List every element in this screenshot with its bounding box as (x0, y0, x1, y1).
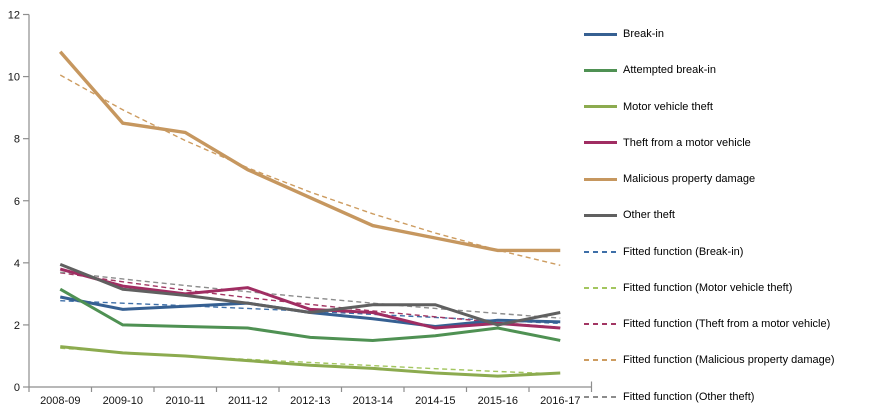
series-line-motor-vehicle-theft (60, 345, 561, 378)
y-tick-label: 4 (14, 258, 20, 270)
series-line-fitted-function-motor-vehicle-theft (60, 347, 561, 375)
x-tick-label: 2015-16 (478, 395, 518, 407)
legend-item-fitted-function-motor-vehicle-theft: Fitted function (Motor vehicle theft) (584, 270, 867, 306)
x-tick-label: 2008-09 (40, 395, 80, 407)
series-line-fitted-function-theft-from-a-motor-vehicle (60, 272, 561, 329)
y-tick-label: 0 (14, 382, 20, 394)
legend-swatch-fitted-function-malicious-property-damage (584, 359, 617, 362)
legend-item-theft-from-a-motor-vehicle: Theft from a motor vehicle (584, 125, 867, 161)
legend-label: Malicious property damage (623, 173, 756, 186)
legend-label: Fitted function (Motor vehicle theft) (623, 281, 793, 294)
legend-label: Attempted break-in (623, 64, 716, 77)
legend-label: Fitted function (Malicious property dama… (623, 354, 835, 367)
legend-swatch-break-in (584, 32, 617, 36)
legend-item-fitted-function-break-in: Fitted function (Break-in) (584, 234, 867, 270)
legend-item-fitted-function-other-theft: Fitted function (Other theft) (584, 379, 867, 415)
plot-area: 0 2 4 6 8 10 12 2008-09 2009-10 2010-11 2011-12 201… (8, 10, 593, 407)
legend-item-attempted-break-in: Attempted break-in (584, 52, 867, 88)
series-line-attempted-break-in (59, 287, 561, 342)
legend-swatch-fitted-function-other-theft (584, 395, 617, 398)
legend-label: Theft from a motor vehicle (623, 136, 751, 149)
legend-label: Fitted function (Break-in) (623, 245, 744, 258)
x-tick-label: 2010-11 (165, 395, 205, 407)
legend-label: Fitted function (Other theft) (623, 390, 755, 403)
series-line-malicious-property-damage (58, 50, 561, 253)
legend-label: Break-in (623, 28, 664, 41)
series-line-theft-from-a-motor-vehicle (59, 267, 561, 330)
y-tick-label: 6 (14, 196, 20, 208)
x-tick-label: 2009-10 (103, 395, 143, 407)
legend-swatch-malicious-property-damage (584, 177, 617, 181)
legend-swatch-fitted-function-break-in (584, 250, 617, 253)
x-tick-label: 2011-12 (228, 395, 268, 407)
series-line-other-theft (59, 262, 561, 327)
legend-item-motor-vehicle-theft: Motor vehicle theft (584, 89, 867, 125)
y-tick-label: 2 (14, 320, 20, 332)
legend-item-other-theft: Other theft (584, 197, 867, 233)
legend-item-break-in: Break-in (584, 16, 867, 52)
x-tick-label: 2016-17 (540, 395, 580, 407)
legend-swatch-theft-from-a-motor-vehicle (584, 141, 617, 145)
x-tick-label: 2012-13 (290, 395, 330, 407)
x-tick-label: 2013-14 (353, 395, 393, 407)
legend: Break-in Attempted break-in Motor vehicle … (584, 16, 867, 415)
legend-swatch-other-theft (584, 213, 617, 217)
y-tick-label: 10 (8, 72, 20, 84)
y-tick-label: 8 (14, 134, 20, 146)
series-line-fitted-function-other-theft (60, 271, 561, 319)
legend-item-fitted-function-malicious-property-damage: Fitted function (Malicious property dama… (584, 342, 867, 378)
legend-label: Other theft (623, 209, 675, 222)
legend-label: Motor vehicle theft (623, 100, 713, 113)
legend-label: Fitted function (Theft from a motor vehi… (623, 318, 831, 331)
legend-swatch-fitted-function-theft-from-a-motor-vehicle (584, 323, 617, 326)
legend-item-fitted-function-theft-from-a-motor-vehicle: Fitted function (Theft from a motor vehi… (584, 306, 867, 342)
y-tick-label: 12 (8, 10, 20, 22)
series-line-fitted-function-malicious-property-damage (59, 74, 561, 266)
legend-swatch-fitted-function-motor-vehicle-theft (584, 286, 617, 289)
legend-item-malicious-property-damage: Malicious property damage (584, 161, 867, 197)
legend-swatch-motor-vehicle-theft (584, 105, 617, 109)
x-tick-label: 2014-15 (415, 395, 455, 407)
legend-swatch-attempted-break-in (584, 68, 617, 72)
